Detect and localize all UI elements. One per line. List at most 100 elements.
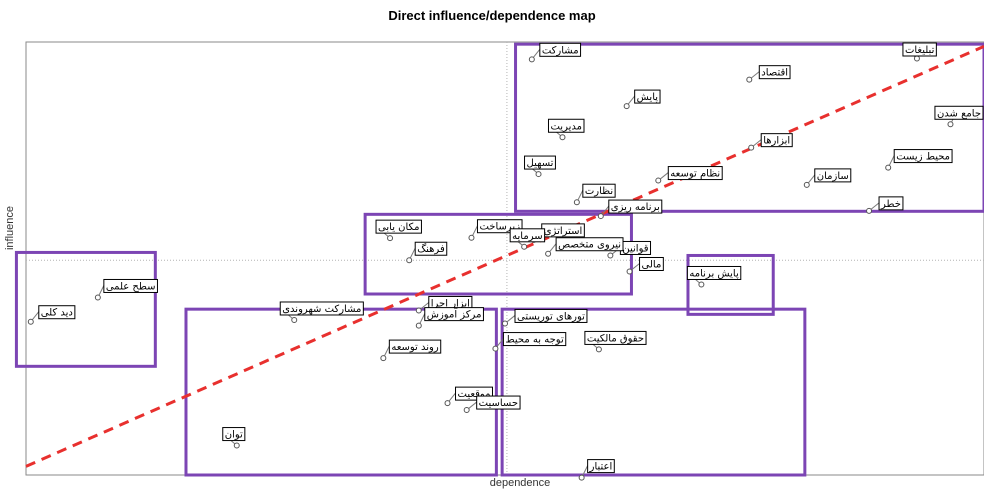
point-marker xyxy=(623,103,630,110)
point-15: مکان یابی xyxy=(375,219,422,242)
point-label: دید کلی xyxy=(41,308,73,319)
point-label-box xyxy=(878,196,904,211)
point-marker xyxy=(463,407,470,414)
point-label: سازمان xyxy=(817,171,849,182)
point-1: مشارکت xyxy=(528,42,582,63)
point-label: سرمایه xyxy=(512,231,542,242)
point-label-box xyxy=(686,265,742,280)
point-marker xyxy=(947,121,954,128)
point-label: مرکز آموزش xyxy=(427,308,482,321)
point-label-box xyxy=(424,307,484,322)
point-marker xyxy=(578,474,585,481)
point-6: ابزارها xyxy=(748,133,793,151)
point-35: توان xyxy=(222,427,246,449)
point-label: اعتبار xyxy=(589,462,613,473)
point-21: نیروی متخصص xyxy=(545,237,624,257)
point-label-box xyxy=(667,166,723,181)
point-marker xyxy=(655,177,662,184)
point-label: خطر xyxy=(880,199,901,210)
point-marker xyxy=(597,213,604,220)
group-box-4 xyxy=(14,250,157,368)
point-label-box xyxy=(509,228,546,243)
point-label: پایش xyxy=(637,92,659,103)
point-marker xyxy=(607,252,614,259)
point-label: مدیریت xyxy=(550,121,582,132)
point-label-box xyxy=(103,278,158,293)
point-marker xyxy=(502,320,508,327)
point-label: حقوق مالکیت xyxy=(587,333,644,344)
point-marker xyxy=(803,181,810,188)
point-14: خطر xyxy=(866,196,904,214)
point-marker xyxy=(746,76,753,83)
point-marker xyxy=(748,144,755,151)
point-label: نظارت xyxy=(585,186,613,197)
point-label-box xyxy=(934,105,984,120)
point-marker xyxy=(291,316,298,323)
point-23: پایش برنامه xyxy=(686,265,742,288)
point-label: جامع شدن xyxy=(937,108,981,119)
point-label: تورهای توریستی xyxy=(517,311,585,322)
point-label: مکان یابی xyxy=(378,222,419,233)
point-label: مشارکت xyxy=(542,45,579,56)
point-marker xyxy=(468,234,475,241)
point-label-box xyxy=(388,339,442,354)
chart-title: Direct influence/dependence map xyxy=(388,8,596,23)
point-30: تورهای توریستی xyxy=(502,308,588,327)
point-2: اقتصاد xyxy=(746,65,791,83)
point-marker xyxy=(535,171,542,178)
point-marker xyxy=(94,294,101,301)
point-label: توجه به محیط xyxy=(505,335,564,346)
point-marker xyxy=(595,346,602,353)
point-label: مشارکت شهروندی xyxy=(282,304,361,315)
point-label-box xyxy=(760,133,793,148)
point-marker xyxy=(387,235,394,242)
point-5: پایش xyxy=(623,89,661,110)
point-label-box xyxy=(582,183,616,198)
point-label: سطح علمی xyxy=(106,281,156,292)
point-label: برنامه ریزی xyxy=(611,202,660,213)
point-36: اعتبار xyxy=(578,459,615,481)
diagonal-line xyxy=(25,44,984,468)
point-10: نظام توسعه xyxy=(655,166,723,184)
point-32: روند توسعه xyxy=(380,339,442,362)
point-marker xyxy=(380,355,387,362)
point-22: مالی xyxy=(626,256,664,275)
point-marker xyxy=(866,207,873,214)
point-label-box xyxy=(524,155,556,170)
point-label: اقتصاد xyxy=(761,68,788,79)
point-34: حساسیت xyxy=(463,395,521,414)
point-marker xyxy=(573,199,580,206)
point-label: نظام توسعه xyxy=(670,169,720,180)
point-label: توان xyxy=(225,430,243,441)
point-29: توجه به محیط xyxy=(492,332,567,352)
point-26: ابزار اجرا xyxy=(415,295,473,314)
point-marker xyxy=(415,307,422,314)
point-13: برنامه ریزی xyxy=(597,199,663,220)
point-27: مشارکت شهروندی xyxy=(279,301,364,323)
point-marker xyxy=(559,134,566,141)
point-label-box xyxy=(38,305,76,320)
point-marker xyxy=(545,250,552,257)
group-box-6 xyxy=(500,307,807,477)
point-marker xyxy=(698,281,705,288)
y-axis-label: influence xyxy=(4,205,16,251)
point-label-box xyxy=(758,65,791,80)
group-box-1 xyxy=(514,42,984,213)
point-marker xyxy=(233,442,240,449)
point-label: نیروی متخصص xyxy=(558,240,621,251)
point-label-box xyxy=(814,168,852,183)
point-31: حقوق مالکیت xyxy=(584,330,647,353)
point-label-box xyxy=(539,42,582,57)
point-label-box xyxy=(547,118,585,133)
point-marker xyxy=(415,322,422,329)
point-label-box xyxy=(608,199,663,214)
data-points: مشارکت اقتصاد تبلیغات جامع شدن پایش ابزارها مد… xyxy=(27,42,984,481)
point-marker xyxy=(27,318,34,325)
point-label: تبلیغات xyxy=(905,45,935,56)
point-marker xyxy=(444,400,451,407)
plot-area xyxy=(25,41,984,476)
point-20: فرهنگ xyxy=(406,241,448,264)
point-label: قوانین xyxy=(622,243,648,254)
point-12: نظارت xyxy=(573,183,616,206)
point-label: محیط زیست xyxy=(896,152,950,163)
